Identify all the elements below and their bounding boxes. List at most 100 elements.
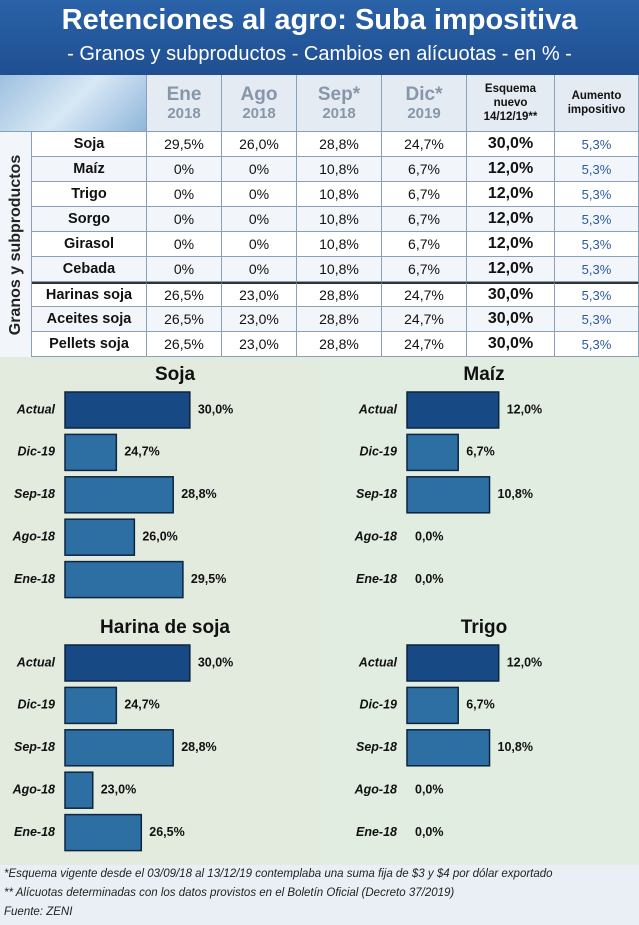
category-label: Dic-19 xyxy=(17,445,55,459)
category-label: Sep-18 xyxy=(356,487,397,501)
value-label: 6,7% xyxy=(466,445,495,459)
table-cell: 5,3% xyxy=(555,182,639,207)
chart-title: Trigo xyxy=(461,617,507,638)
column-header: Aumento impositivo xyxy=(555,75,639,132)
table-cell: 5,3% xyxy=(555,232,639,257)
value-label: 28,8% xyxy=(181,487,216,501)
table-cell: 5,3% xyxy=(555,207,639,232)
table-cell: 28,8% xyxy=(297,282,382,307)
bar xyxy=(64,476,174,514)
value-label: 10,8% xyxy=(498,487,533,501)
table-cell: 28,8% xyxy=(297,307,382,332)
table-cell: 10,8% xyxy=(297,182,382,207)
column-label: Esquema nuevo 14/12/19** xyxy=(483,83,538,123)
table-cell: 5,3% xyxy=(555,257,639,282)
product-name: Pellets soja xyxy=(32,332,147,357)
table-cell: 6,7% xyxy=(382,157,467,182)
value-label: 29,5% xyxy=(191,572,226,586)
chart-title: Soja xyxy=(155,364,196,385)
value-label: 24,7% xyxy=(124,445,159,459)
column-header: Ago 2018 xyxy=(222,75,297,132)
bar xyxy=(64,686,118,725)
table-cell: 12,0% xyxy=(467,157,555,182)
table-cell: 0% xyxy=(222,207,297,232)
category-label: Ago-18 xyxy=(12,529,55,543)
category-label: Ene-18 xyxy=(14,825,55,839)
charts: Soja Actual 30,0% Dic-19 24,7% Sep-18 28,8% Ago… xyxy=(0,357,639,865)
table-cell: 0% xyxy=(147,182,222,207)
bar xyxy=(64,391,191,429)
table-cell: 24,7% xyxy=(382,332,467,357)
group-label-box: Granos y subproductos xyxy=(0,132,32,357)
table-cell: 30,0% xyxy=(467,307,555,332)
category-label: Sep-18 xyxy=(14,487,55,501)
column-header: Sep* 2018 xyxy=(297,75,382,132)
column-header: Esquema nuevo 14/12/19** xyxy=(467,75,555,132)
table-cell: 10,8% xyxy=(297,232,382,257)
product-name: Cebada xyxy=(32,257,147,282)
table-cell: 24,7% xyxy=(382,307,467,332)
bar xyxy=(64,813,143,852)
category-label: Actual xyxy=(16,655,56,669)
category-label: Dic-19 xyxy=(17,698,55,712)
value-label: 24,7% xyxy=(124,698,159,712)
bar xyxy=(406,433,459,472)
table-cell: 0% xyxy=(222,257,297,282)
value-label: 30,0% xyxy=(198,655,233,669)
table-cell: 0% xyxy=(147,157,222,182)
value-label: 30,0% xyxy=(198,402,233,416)
category-label: Ago-18 xyxy=(354,529,397,543)
bar xyxy=(406,476,491,514)
table-cell: 0% xyxy=(222,232,297,257)
table-cell: 29,5% xyxy=(147,132,222,157)
table-cell: 23,0% xyxy=(222,332,297,357)
value-label: 0,0% xyxy=(415,529,444,543)
product-name: Harinas soja xyxy=(32,282,147,307)
table-cell: 28,8% xyxy=(297,132,382,157)
footnote: Fuente: ZENI xyxy=(4,906,73,918)
table-cell: 6,7% xyxy=(382,232,467,257)
value-label: 23,0% xyxy=(101,782,136,796)
column-label: Aumento impositivo xyxy=(567,90,626,116)
column-header: Ene 2018 xyxy=(147,75,222,132)
category-label: Ene-18 xyxy=(14,572,55,586)
table-cell: 30,0% xyxy=(467,132,555,157)
table-cell: 10,8% xyxy=(297,257,382,282)
category-label: Dic-19 xyxy=(359,445,397,459)
subtitle: - Granos y subproductos - Cambios en alí… xyxy=(67,43,572,65)
value-label: 26,0% xyxy=(142,529,177,543)
value-label: 0,0% xyxy=(415,782,444,796)
column-label: Ago xyxy=(240,83,278,105)
category-label: Actual xyxy=(358,655,398,669)
table-cell: 5,3% xyxy=(555,132,639,157)
product-name: Soja xyxy=(32,132,147,157)
value-label: 0,0% xyxy=(415,572,444,586)
column-label: Ene xyxy=(166,83,202,105)
footnote: ** Alícuotas determinadas con los datos … xyxy=(4,887,455,899)
category-label: Ago-18 xyxy=(12,782,55,796)
table-cell: 0% xyxy=(222,182,297,207)
table-cell: 0% xyxy=(147,232,222,257)
table-cell: 12,0% xyxy=(467,182,555,207)
footnote: *Esquema vigente desde el 03/09/18 al 13… xyxy=(4,868,553,880)
category-label: Actual xyxy=(16,402,56,416)
value-label: 12,0% xyxy=(507,402,542,416)
value-label: 12,0% xyxy=(507,655,542,669)
table-cell: 5,3% xyxy=(555,332,639,357)
table-cell: 0% xyxy=(222,157,297,182)
product-name: Trigo xyxy=(32,182,147,207)
table-cell: 5,3% xyxy=(555,157,639,182)
table-cell: 12,0% xyxy=(467,257,555,282)
value-label: 28,8% xyxy=(181,740,216,754)
bar xyxy=(64,433,118,472)
table-cell: 10,8% xyxy=(297,157,382,182)
value-label: 10,8% xyxy=(498,740,533,754)
product-name: Sorgo xyxy=(32,207,147,232)
panel-bg xyxy=(319,357,639,865)
category-label: Ago-18 xyxy=(354,782,397,796)
table-cell: 26,5% xyxy=(147,332,222,357)
table-cell: 10,8% xyxy=(297,207,382,232)
product-name: Girasol xyxy=(32,232,147,257)
category-label: Actual xyxy=(358,402,398,416)
